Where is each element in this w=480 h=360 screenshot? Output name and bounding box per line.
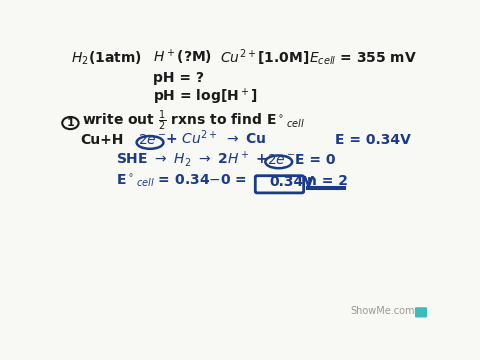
Text: $H_2$(1atm): $H_2$(1atm) bbox=[71, 50, 142, 67]
Text: n = 2: n = 2 bbox=[307, 174, 348, 188]
Text: 1: 1 bbox=[67, 118, 74, 128]
FancyBboxPatch shape bbox=[416, 308, 426, 317]
Text: $E_{cell}$ = 355 mV: $E_{cell}$ = 355 mV bbox=[309, 51, 417, 67]
Text: pH = log[H$^+$]: pH = log[H$^+$] bbox=[153, 87, 258, 107]
Text: E = 0.34V: E = 0.34V bbox=[335, 133, 411, 147]
Text: ShowMe.com: ShowMe.com bbox=[351, 306, 415, 316]
FancyBboxPatch shape bbox=[255, 176, 304, 193]
Text: pH = ?: pH = ? bbox=[153, 71, 204, 85]
Text: E = 0: E = 0 bbox=[295, 153, 336, 167]
Text: $2e^-$: $2e^-$ bbox=[267, 153, 296, 167]
Text: + $Cu^{2+}$ $\rightarrow$ Cu: + $Cu^{2+}$ $\rightarrow$ Cu bbox=[165, 129, 266, 147]
Text: write out $\frac{1}{2}$ rxns to find E$^\circ$$_{cell}$: write out $\frac{1}{2}$ rxns to find E$^… bbox=[83, 108, 305, 133]
Text: $Cu^{2+}$[1.0M]: $Cu^{2+}$[1.0M] bbox=[220, 47, 310, 68]
Text: $H^+$(?M): $H^+$(?M) bbox=[153, 48, 212, 67]
Text: E$^\circ$$_{cell}$ = 0.34$-$0 =: E$^\circ$$_{cell}$ = 0.34$-$0 = bbox=[116, 172, 247, 189]
Text: 0.34V: 0.34V bbox=[269, 175, 314, 189]
Text: $2e^-$: $2e^-$ bbox=[138, 133, 167, 147]
Text: SHE $\rightarrow$ $H_2$ $\rightarrow$ 2$H^+$ +: SHE $\rightarrow$ $H_2$ $\rightarrow$ 2$… bbox=[116, 149, 267, 169]
Text: Cu+H: Cu+H bbox=[81, 133, 124, 147]
